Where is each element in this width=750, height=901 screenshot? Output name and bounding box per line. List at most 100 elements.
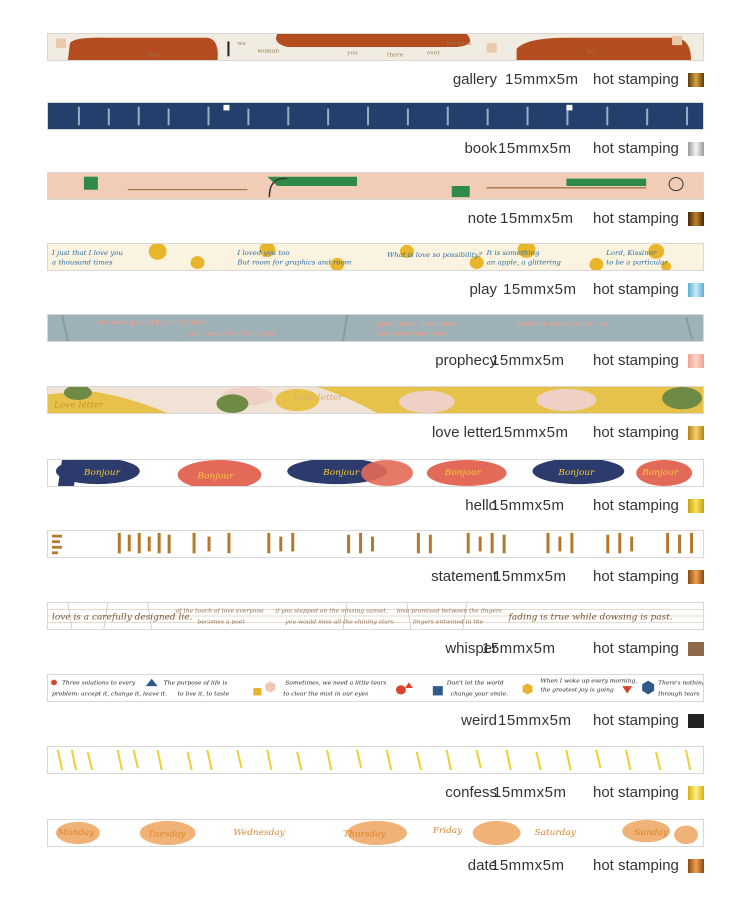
- svg-text:ever: ever: [427, 51, 441, 57]
- tape-book-pattern: [77, 104, 689, 126]
- product-size: 15mmx5m: [491, 857, 565, 874]
- product-finish: hot stamping: [593, 424, 679, 441]
- tape-text: love is a carefully designed lie.: [52, 613, 192, 623]
- tape-statement-pattern: [51, 532, 694, 555]
- product-size: 15mmx5m: [505, 71, 579, 88]
- svg-text:becomes a poet: becomes a poet: [198, 620, 246, 626]
- tape-gallery-pattern: we woman you there ever because ever the: [55, 34, 692, 60]
- svg-text:a thousand times: a thousand times: [52, 259, 113, 267]
- product-row-confess: confess 15mmx5m hot stamping: [0, 746, 750, 818]
- tape-prophecy: we were guided by our intuition: you swe…: [47, 314, 704, 342]
- tape-text: Saturday: [535, 828, 576, 838]
- product-size: 15mmx5m: [498, 712, 572, 729]
- svg-text:There's nothing: There's nothing: [658, 680, 703, 686]
- tape-text: Love letter: [292, 393, 343, 403]
- product-row-date: Monday Tuesday Wednesday Thursday Friday…: [0, 819, 750, 891]
- svg-text:I just that I love you: I just that I love you: [51, 249, 123, 257]
- tape-note: [47, 172, 704, 200]
- tape-text: we were guided by our intuition:: [98, 319, 211, 327]
- svg-text:an apple, a glittering: an apple, a glittering: [487, 259, 562, 267]
- tape-play: I just that I love you a thousand times I…: [47, 243, 704, 271]
- product-name: prophecy: [435, 352, 497, 369]
- svg-text:When I woke up every morning,: When I woke up every morning,: [540, 679, 637, 685]
- product-size: 15mmx5m: [498, 140, 572, 157]
- product-finish: hot stamping: [593, 352, 679, 369]
- tape-text: you sweat meoff my fest.: [188, 330, 277, 338]
- foil-swatch: [688, 426, 704, 440]
- svg-text:change your smile.: change your smile.: [451, 692, 509, 698]
- product-row-prophecy: we were guided by our intuition: you swe…: [0, 314, 750, 386]
- svg-text:Lord, Kissinor: Lord, Kissinor: [605, 249, 657, 257]
- tape-text: Bonjour: [197, 472, 235, 482]
- product-row-note: note 15mmx5m hot stamping: [0, 172, 750, 244]
- product-row-gallery: we woman you there ever because ever the gal…: [0, 33, 750, 105]
- product-name: book: [464, 140, 497, 157]
- tape-hello-pattern: Bonjour Bonjour Bonjour Bonjour Bonjour …: [55, 460, 693, 486]
- product-name: statement: [431, 568, 497, 585]
- tape-book: [47, 102, 704, 130]
- product-finish: hot stamping: [593, 784, 679, 801]
- foil-swatch: [688, 283, 704, 297]
- tape-text: Bonjour: [322, 468, 360, 478]
- tape-love-letter-pattern: Love letter Love letter: [48, 387, 703, 413]
- tape-text: Monday: [57, 828, 95, 838]
- product-size: 15mmx5m: [493, 784, 567, 801]
- product-finish: hot stamping: [593, 281, 679, 298]
- tape-text: Tuesday: [148, 830, 186, 840]
- svg-text:because: because: [447, 41, 472, 47]
- product-name: love letter: [431, 424, 497, 441]
- svg-text:at the touch of love everyone: at the touch of love everyone: [176, 608, 265, 614]
- product-name: play: [469, 281, 497, 298]
- product-finish: hot stamping: [593, 640, 679, 657]
- tape-text: fading is true while dowsing is past.: [508, 613, 673, 623]
- foil-swatch: [688, 142, 704, 156]
- product-name: note: [467, 210, 497, 227]
- svg-text:to be a particular: to be a particular: [606, 259, 668, 267]
- product-size: 15mmx5m: [493, 568, 567, 585]
- foil-swatch: [688, 212, 704, 226]
- foil-swatch: [688, 859, 704, 873]
- tape-note-pattern: [83, 176, 684, 198]
- foil-swatch: [688, 642, 704, 656]
- tape-text: Bonjour: [641, 468, 679, 478]
- product-finish: hot stamping: [593, 210, 679, 227]
- product-row-statement: statement 15mmx5m hot stamping: [0, 530, 750, 602]
- product-finish: hot stamping: [593, 712, 679, 729]
- tape-text: Bonjour: [444, 468, 482, 478]
- svg-text:the greatest joy is going: the greatest joy is going: [540, 688, 614, 694]
- svg-text:through tears: through tears: [658, 692, 700, 698]
- svg-text:Don't let the world: Don't let the world: [446, 680, 504, 686]
- svg-text:to clear the mist in our eyes: to clear the mist in our eyes: [283, 692, 368, 698]
- tape-text: but never bad times: [377, 330, 448, 338]
- product-finish: hot stamping: [593, 497, 679, 514]
- tape-hello: Bonjour Bonjour Bonjour Bonjour Bonjour …: [47, 459, 704, 487]
- tape-text: Bonjour: [83, 468, 121, 478]
- svg-text:The purpose of life is: The purpose of life is: [164, 680, 228, 686]
- svg-text:woman: woman: [257, 49, 279, 55]
- tape-text: Wednesday: [233, 828, 284, 838]
- product-name: hello: [465, 497, 497, 514]
- tape-date-pattern: Monday Tuesday Wednesday Thursday Friday…: [55, 820, 699, 846]
- tape-text: Friday: [432, 826, 463, 836]
- svg-text:you would miss all the shining: you would miss all the shining stars: [284, 620, 394, 626]
- svg-text:I loved you too: I loved you too: [236, 249, 289, 257]
- tape-text: Bonjour: [557, 468, 595, 478]
- svg-text:ever: ever: [148, 52, 162, 58]
- product-size: 15mmx5m: [495, 424, 569, 441]
- svg-text:we: we: [237, 41, 246, 47]
- tape-statement: [47, 530, 704, 558]
- tape-date: Monday Tuesday Wednesday Thursday Friday…: [47, 819, 704, 847]
- product-finish: hot stamping: [593, 857, 679, 874]
- svg-text:problem: accept it, change it,: problem: accept it, change it, leave it.: [52, 692, 167, 698]
- tape-text: Love letter: [53, 401, 104, 411]
- svg-text:Three solutions to every: Three solutions to every: [62, 680, 136, 686]
- foil-swatch: [688, 73, 704, 87]
- product-finish: hot stamping: [593, 568, 679, 585]
- svg-text:to live it, to taste: to live it, to taste: [178, 692, 230, 698]
- tape-confess-pattern: [56, 749, 692, 771]
- product-row-whisper: love is a carefully designed lie. fading…: [0, 602, 750, 674]
- foil-swatch: [688, 570, 704, 584]
- foil-swatch: [688, 786, 704, 800]
- tape-whisper-pattern: love is a carefully designed lie. fading…: [48, 603, 703, 629]
- product-size: 15mmx5m: [500, 210, 574, 227]
